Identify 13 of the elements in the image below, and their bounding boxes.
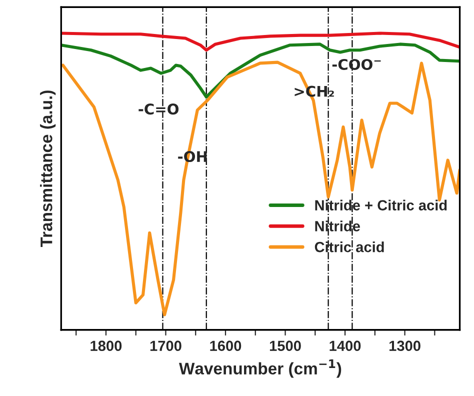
x-tick-label: 1700 — [150, 340, 182, 351]
x-tick-label: 1400 — [330, 340, 361, 351]
legend-label: Nitride — [315, 220, 360, 232]
legend-label: Nitride + Citric acid — [315, 200, 447, 210]
x-tick-label: 1300 — [389, 340, 420, 352]
x-tick-label: 1600 — [210, 340, 242, 351]
x-tick-label: 1800 — [90, 340, 122, 351]
x-tick-label: 1500 — [270, 340, 301, 351]
legend-label: Citric acid — [314, 242, 384, 252]
annotation: -COO$^{−}$ — [332, 58, 381, 70]
y-axis-title: Transmittance (a.u.) — [40, 90, 56, 248]
x-axis-title: Wavenumber (cm$^{−1}$) — [178, 359, 342, 378]
annotation: -C=O — [138, 104, 179, 115]
